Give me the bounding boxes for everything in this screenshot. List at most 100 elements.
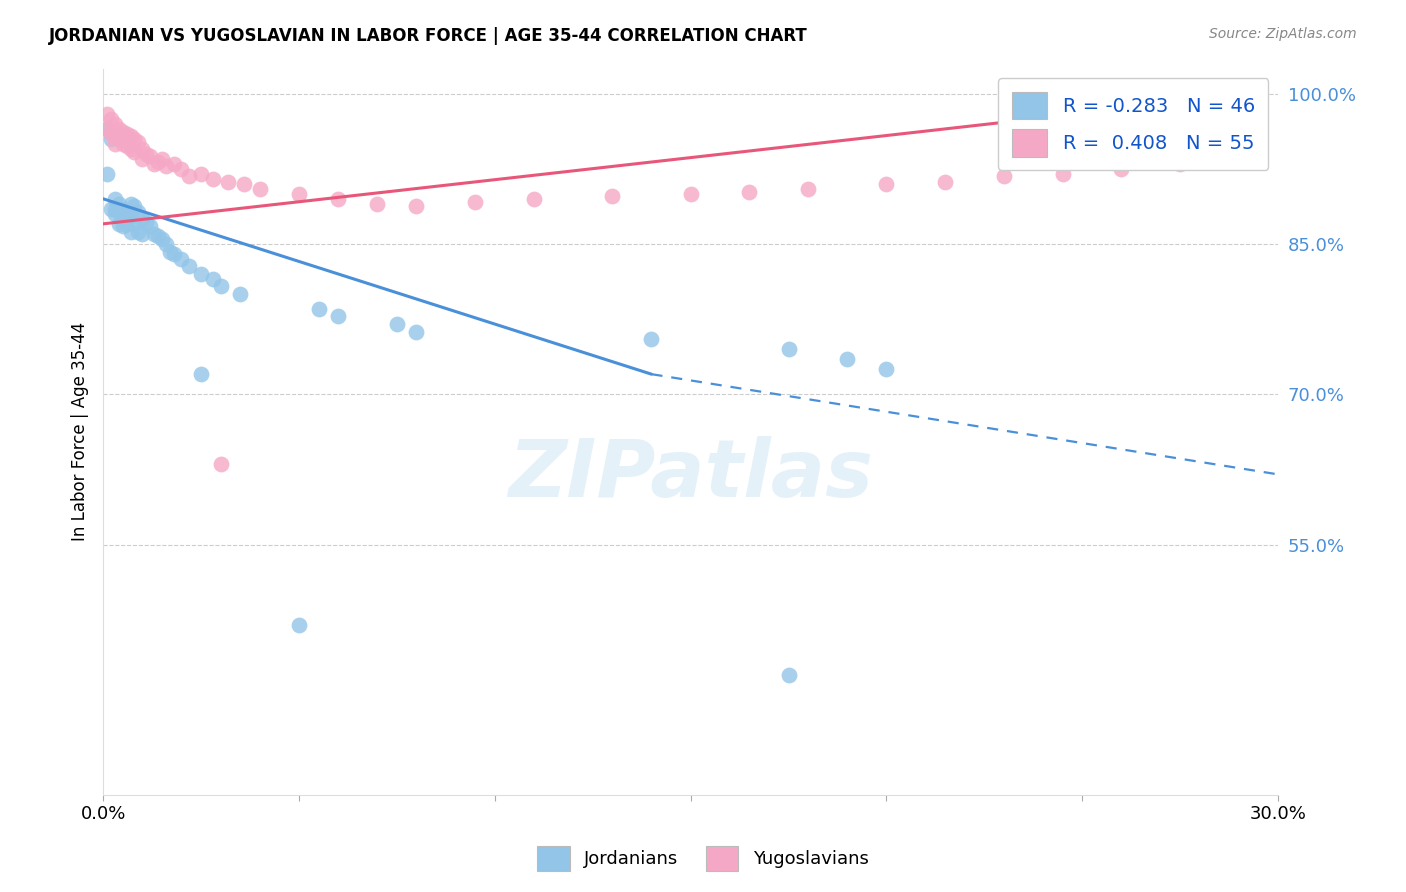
Point [738, 185, 761, 199]
Point [405, 199, 427, 213]
Point [104, 117, 127, 131]
Point [100, 127, 122, 141]
Point [640, 332, 662, 346]
Legend: Jordanians, Yugoslavians: Jordanians, Yugoslavians [530, 838, 876, 879]
Point [179, 259, 201, 273]
Point [1247, 87, 1270, 101]
Point [366, 196, 388, 211]
Point [159, 244, 181, 259]
Point [104, 207, 127, 221]
Point [190, 267, 212, 281]
Point [131, 211, 153, 226]
Point [120, 196, 142, 211]
Point [104, 202, 127, 216]
Point [146, 154, 169, 169]
Point [778, 668, 800, 682]
Point [107, 204, 129, 219]
Point [385, 317, 408, 331]
Point [1168, 157, 1191, 171]
Point [308, 301, 330, 316]
Point [120, 128, 142, 143]
Point [201, 171, 224, 186]
Point [111, 202, 134, 216]
Point [217, 175, 239, 189]
Point [209, 458, 232, 472]
Point [111, 209, 134, 223]
Point [115, 138, 138, 153]
Point [124, 145, 146, 159]
Point [120, 142, 142, 156]
Point [115, 127, 138, 141]
Point [131, 142, 153, 156]
Point [124, 217, 146, 231]
Point [135, 146, 157, 161]
Point [150, 152, 173, 166]
Point [464, 194, 486, 209]
Point [124, 131, 146, 145]
Point [96, 106, 118, 120]
Point [288, 617, 311, 632]
Point [837, 352, 859, 367]
Point [104, 136, 127, 151]
Point [115, 204, 138, 219]
Point [131, 227, 153, 241]
Point [96, 167, 118, 181]
Point [111, 125, 134, 139]
Point [107, 121, 129, 136]
Point [131, 152, 153, 166]
Point [162, 247, 184, 261]
Point [201, 272, 224, 286]
Point [96, 121, 118, 136]
Point [135, 215, 157, 229]
Point [107, 217, 129, 231]
Point [1111, 161, 1133, 176]
Point [1236, 127, 1258, 141]
Point [104, 192, 127, 206]
Point [115, 217, 138, 231]
Point [139, 219, 162, 233]
Point [155, 236, 177, 251]
Point [993, 169, 1015, 183]
Point [229, 287, 252, 301]
Point [150, 232, 173, 246]
Text: ZIPatlas: ZIPatlas [508, 436, 873, 515]
Point [107, 196, 129, 211]
Point [1227, 136, 1250, 151]
Y-axis label: In Labor Force | Age 35-44: In Labor Force | Age 35-44 [72, 322, 89, 541]
Text: Source: ZipAtlas.com: Source: ZipAtlas.com [1209, 27, 1357, 41]
Point [326, 309, 349, 323]
Point [288, 186, 311, 201]
Point [1208, 146, 1230, 161]
Point [170, 161, 193, 176]
Point [143, 227, 166, 241]
Point [111, 219, 134, 233]
Point [162, 157, 184, 171]
Point [96, 121, 118, 136]
Point [127, 204, 149, 219]
Text: JORDANIAN VS YUGOSLAVIAN IN LABOR FORCE | AGE 35-44 CORRELATION CHART: JORDANIAN VS YUGOSLAVIAN IN LABOR FORCE … [49, 27, 808, 45]
Point [146, 228, 169, 243]
Point [209, 279, 232, 293]
Point [679, 186, 702, 201]
Point [170, 252, 193, 266]
Point [1052, 167, 1074, 181]
Point [100, 202, 122, 216]
Point [405, 325, 427, 339]
Point [155, 159, 177, 173]
Point [600, 188, 623, 202]
Point [104, 128, 127, 143]
Point [124, 199, 146, 213]
Point [326, 192, 349, 206]
Point [179, 169, 201, 183]
Point [127, 135, 149, 149]
Point [120, 225, 142, 239]
Point [797, 182, 820, 196]
Point [778, 342, 800, 356]
Point [100, 131, 122, 145]
Legend: R = -0.283   N = 46, R =  0.408   N = 55: R = -0.283 N = 46, R = 0.408 N = 55 [998, 78, 1268, 170]
Point [143, 157, 166, 171]
Point [233, 177, 256, 191]
Point [249, 182, 271, 196]
Point [107, 131, 129, 145]
Point [139, 149, 162, 163]
